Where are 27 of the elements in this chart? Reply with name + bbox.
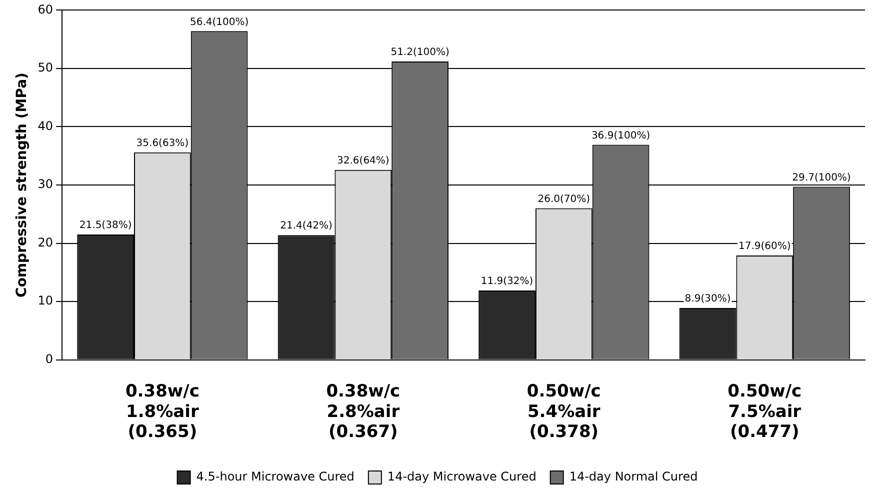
x-tick-label: 0.50w/c 7.5%air (0.477): [728, 381, 802, 442]
data-label: 21.5(38%): [79, 220, 132, 232]
y-tick-label: 40: [38, 118, 54, 133]
data-label: 32.6(64%): [337, 155, 390, 166]
data-label: 36.9(100%): [591, 130, 650, 142]
data-label: 51.2(100%): [390, 47, 450, 58]
y-tick-label: 10: [38, 294, 54, 308]
x-tick-label: 0.38w/c 1.8%air (0.365): [125, 381, 200, 442]
data-label: 11.9(32%): [480, 276, 534, 288]
y-tick-label: 20: [38, 235, 54, 250]
data-label: 8.9(30%): [684, 294, 731, 305]
x-tick-label: 0.38w/c 2.8%air (0.367): [326, 381, 400, 442]
data-label: 17.9(60%): [738, 241, 791, 252]
legend-label: 4.5-hour Microwave Cured: [196, 470, 354, 484]
data-label: 56.4(100%): [190, 16, 249, 28]
x-tick-label: 0.50w/c 5.4%air (0.378): [526, 381, 601, 442]
y-axis-title: Compressive strength (MPa): [14, 72, 30, 298]
data-label: 26.0(70%): [538, 194, 590, 205]
data-label: 21.4(42%): [280, 220, 333, 232]
data-label: 29.7(100%): [792, 172, 851, 184]
legend-label: 14-day Normal Cured: [569, 470, 698, 484]
legend-label: 14-day Microwave Cured: [387, 470, 536, 484]
y-tick-label: 60: [38, 2, 54, 16]
y-tick-label: 50: [38, 60, 54, 75]
data-label: 35.6(63%): [136, 138, 189, 149]
y-tick-label: 0: [45, 352, 54, 366]
y-tick-label: 30: [38, 177, 54, 192]
